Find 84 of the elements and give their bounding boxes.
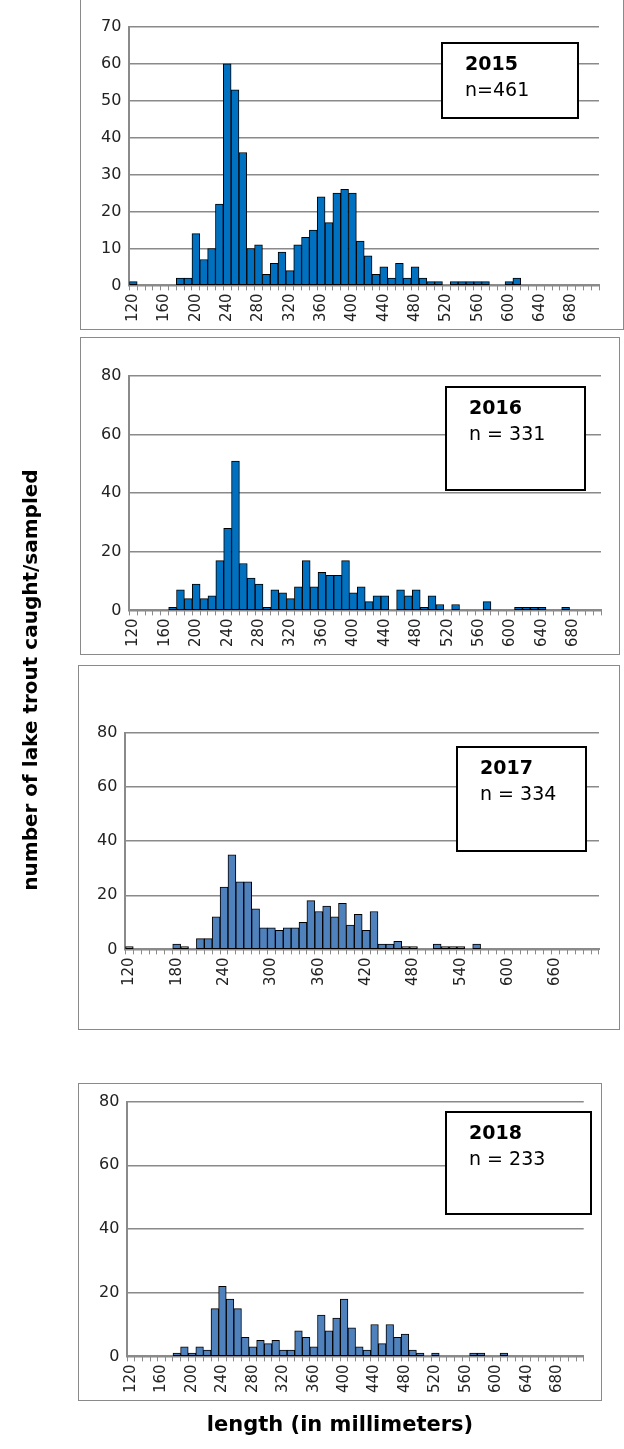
x-tick-label: 640: [516, 1364, 535, 1394]
x-tick-label: 640: [531, 618, 550, 648]
y-tick-label: 0: [109, 1345, 120, 1365]
x-tick-label: 540: [450, 957, 469, 987]
x-tick-label: 600: [500, 618, 519, 648]
x-tick-label: 600: [498, 957, 517, 987]
y-tick-label: 50: [101, 89, 122, 109]
x-axis-title: length (in millimeters): [206, 1412, 474, 1436]
x-tick-label: 560: [455, 1364, 474, 1394]
x-tick-label: 240: [217, 293, 236, 323]
x-tick-label: 280: [248, 618, 267, 648]
x-tick-label: 180: [166, 957, 185, 987]
x-tick-label: 120: [123, 618, 142, 648]
y-tick-label: 80: [101, 365, 122, 385]
y-tick-label: 20: [99, 1281, 120, 1301]
x-tick-label: 200: [181, 1364, 200, 1394]
x-tick-label: 360: [311, 618, 330, 648]
y-tick-label: 60: [101, 423, 122, 443]
x-tick-label: 680: [561, 293, 580, 323]
x-tick-label: 640: [530, 293, 549, 323]
x-tick-label: 400: [334, 1364, 353, 1394]
y-tick-label: 0: [111, 599, 122, 619]
x-tick-label: 200: [186, 618, 205, 648]
y-tick-label: 60: [99, 1154, 120, 1174]
x-tick-label: 520: [436, 293, 455, 323]
text-box: 2016 n = 331: [445, 386, 586, 491]
text-box: 2015 n=461: [441, 42, 579, 119]
y-tick-label: 40: [101, 126, 122, 146]
x-tick-label: 320: [273, 1364, 292, 1394]
x-tick-label: 360: [303, 1364, 322, 1394]
x-tick-label: 600: [498, 293, 517, 323]
x-tick-label: 120: [121, 1364, 140, 1394]
y-tick-label: 20: [101, 200, 122, 220]
x-tick-label: 400: [342, 293, 361, 323]
y-tick-label: 30: [101, 163, 122, 183]
text-box: 2018 n = 233: [445, 1111, 592, 1215]
x-tick-label: 240: [217, 618, 236, 648]
x-tick-label: 300: [261, 957, 280, 987]
y-axis-title: number of lake trout caught/sampled: [18, 469, 42, 891]
y-tick-label: 0: [111, 274, 122, 294]
x-tick-label: 280: [248, 293, 267, 323]
y-tick-label: 0: [107, 938, 118, 958]
x-tick-label: 480: [406, 618, 425, 648]
y-tick-label: 20: [101, 540, 122, 560]
x-tick-label: 520: [425, 1364, 444, 1394]
y-tick-label: 80: [99, 1090, 120, 1110]
x-tick-label: 660: [545, 957, 564, 987]
x-tick-label: 240: [213, 957, 232, 987]
y-tick-label: 10: [101, 237, 122, 257]
y-tick-label: 40: [97, 830, 118, 850]
x-tick-label: 560: [469, 618, 488, 648]
y-tick-label: 20: [97, 884, 118, 904]
x-tick-label: 680: [546, 1364, 565, 1394]
x-tick-label: 480: [394, 1364, 413, 1394]
x-tick-label: 560: [467, 293, 486, 323]
x-tick-label: 520: [437, 618, 456, 648]
x-tick-label: 680: [563, 618, 582, 648]
x-tick-label: 400: [343, 618, 362, 648]
x-tick-label: 480: [404, 293, 423, 323]
x-tick-label: 360: [311, 293, 330, 323]
y-tick-label: 70: [101, 16, 122, 36]
y-tick-label: 40: [99, 1218, 120, 1238]
x-tick-label: 420: [356, 957, 375, 987]
x-tick-label: 200: [185, 293, 204, 323]
x-tick-label: 320: [279, 293, 298, 323]
x-tick-label: 360: [308, 957, 327, 987]
y-tick-label: 80: [97, 722, 118, 742]
x-tick-label: 160: [154, 293, 173, 323]
x-tick-label: 240: [212, 1364, 231, 1394]
x-tick-label: 280: [242, 1364, 261, 1394]
y-tick-label: 60: [97, 776, 118, 796]
x-tick-label: 120: [119, 957, 138, 987]
x-tick-label: 120: [123, 293, 142, 323]
x-tick-label: 320: [280, 618, 299, 648]
x-tick-label: 480: [403, 957, 422, 987]
y-tick-label: 40: [101, 482, 122, 502]
x-tick-label: 160: [151, 1364, 170, 1394]
x-tick-label: 440: [364, 1364, 383, 1394]
x-tick-label: 600: [486, 1364, 505, 1394]
x-tick-label: 440: [374, 618, 393, 648]
x-tick-label: 160: [154, 618, 173, 648]
x-tick-label: 440: [373, 293, 392, 323]
y-tick-label: 60: [101, 53, 122, 73]
text-box: 2017 n = 334: [456, 746, 587, 852]
